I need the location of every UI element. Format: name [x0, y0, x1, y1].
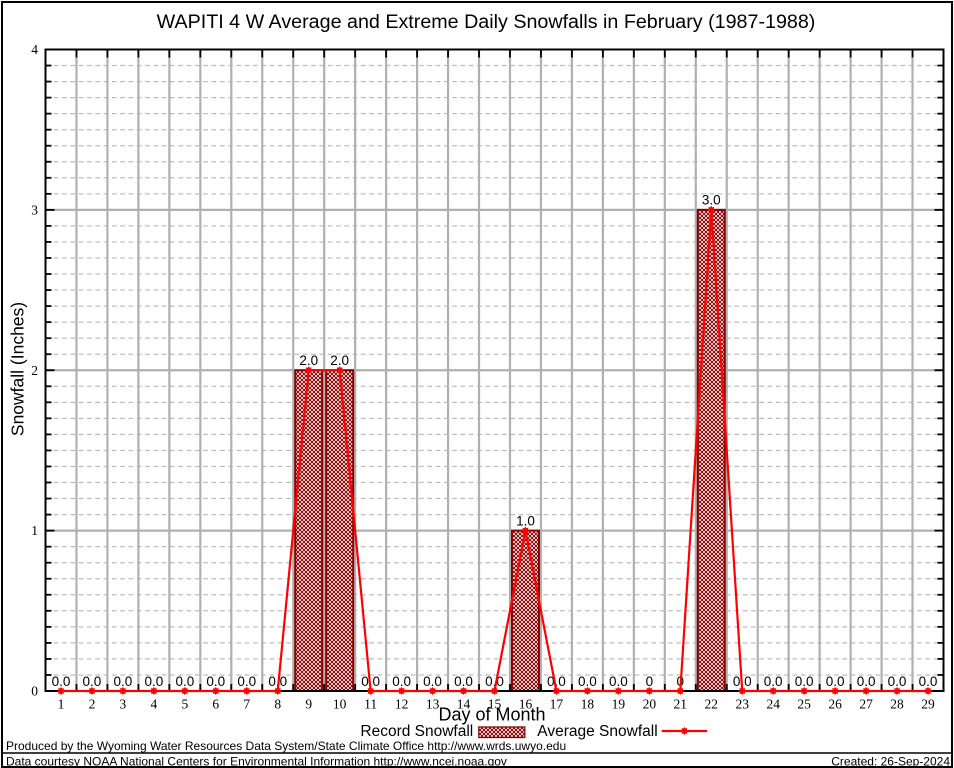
svg-text:0.0: 0.0 [114, 674, 133, 689]
svg-text:4: 4 [151, 697, 158, 712]
svg-text:18: 18 [581, 697, 595, 712]
svg-text:2.0: 2.0 [299, 353, 318, 368]
svg-text:0.0: 0.0 [609, 674, 628, 689]
svg-text:Average Snowfall: Average Snowfall [537, 723, 657, 740]
svg-text:Created: 26-Sep-2024: Created: 26-Sep-2024 [831, 755, 950, 768]
svg-text:7: 7 [243, 697, 250, 712]
svg-text:0.0: 0.0 [919, 674, 938, 689]
svg-text:11: 11 [364, 697, 377, 712]
svg-text:5: 5 [181, 697, 188, 712]
svg-text:0.0: 0.0 [237, 674, 256, 689]
svg-text:0.0: 0.0 [206, 674, 225, 689]
svg-text:23: 23 [735, 697, 749, 712]
svg-text:0.0: 0.0 [175, 674, 194, 689]
svg-text:1: 1 [58, 697, 65, 712]
svg-text:9: 9 [305, 697, 312, 712]
svg-text:27: 27 [859, 697, 873, 712]
svg-text:0.0: 0.0 [857, 674, 876, 689]
svg-text:0: 0 [31, 684, 38, 699]
svg-text:14: 14 [457, 697, 471, 712]
svg-text:19: 19 [612, 697, 626, 712]
svg-text:0: 0 [646, 674, 654, 689]
svg-text:29: 29 [921, 697, 935, 712]
svg-text:Data courtesy NOAA National Ce: Data courtesy NOAA National Centers for … [6, 755, 507, 768]
svg-text:21: 21 [674, 697, 688, 712]
svg-text:22: 22 [705, 697, 719, 712]
svg-text:4: 4 [31, 42, 38, 57]
svg-text:0.0: 0.0 [888, 674, 907, 689]
svg-text:Produced by the Wyoming Water: Produced by the Wyoming Water Resources … [6, 739, 566, 753]
svg-text:0.0: 0.0 [423, 674, 442, 689]
svg-text:25: 25 [797, 697, 811, 712]
svg-text:0.0: 0.0 [83, 674, 102, 689]
svg-text:0.0: 0.0 [485, 674, 504, 689]
svg-text:0.0: 0.0 [144, 674, 163, 689]
svg-text:0.0: 0.0 [795, 674, 814, 689]
svg-text:2: 2 [89, 697, 96, 712]
svg-text:2: 2 [31, 363, 38, 378]
svg-text:15: 15 [488, 697, 502, 712]
svg-text:0.0: 0.0 [454, 674, 473, 689]
svg-text:20: 20 [643, 697, 657, 712]
svg-text:28: 28 [890, 697, 904, 712]
svg-text:8: 8 [274, 697, 281, 712]
svg-text:3.0: 3.0 [702, 193, 721, 208]
svg-text:0.0: 0.0 [52, 674, 71, 689]
svg-text:Day of Month: Day of Month [438, 705, 545, 725]
svg-text:12: 12 [395, 697, 409, 712]
svg-text:0.0: 0.0 [764, 674, 783, 689]
svg-text:10: 10 [333, 697, 347, 712]
svg-text:17: 17 [550, 697, 564, 712]
svg-text:Snowfall (Inches): Snowfall (Inches) [8, 302, 28, 436]
svg-text:3: 3 [120, 697, 127, 712]
svg-text:13: 13 [426, 697, 440, 712]
svg-text:WAPITI 4 W Average and Extreme: WAPITI 4 W Average and Extreme Daily Sno… [157, 11, 816, 33]
svg-text:0.0: 0.0 [826, 674, 845, 689]
svg-text:26: 26 [828, 697, 842, 712]
svg-text:0.0: 0.0 [392, 674, 411, 689]
svg-text:1.0: 1.0 [516, 513, 535, 528]
svg-text:1: 1 [31, 523, 38, 538]
svg-text:0.0: 0.0 [547, 674, 566, 689]
svg-text:2.0: 2.0 [330, 353, 349, 368]
svg-text:16: 16 [519, 697, 533, 712]
svg-text:6: 6 [212, 697, 219, 712]
svg-text:Record Snowfall: Record Snowfall [360, 723, 473, 740]
svg-text:0.0: 0.0 [578, 674, 597, 689]
svg-text:24: 24 [766, 697, 780, 712]
svg-text:3: 3 [31, 202, 38, 217]
